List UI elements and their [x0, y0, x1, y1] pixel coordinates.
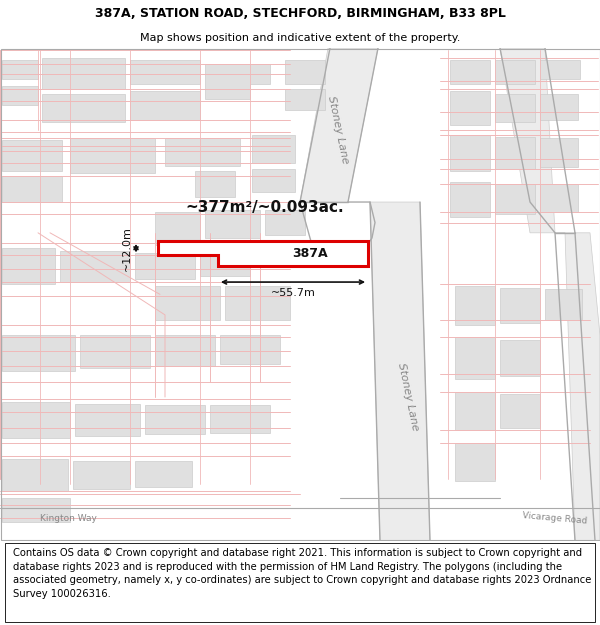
Polygon shape: [450, 181, 490, 218]
Polygon shape: [495, 184, 535, 214]
Polygon shape: [42, 94, 125, 122]
Polygon shape: [2, 402, 70, 438]
Polygon shape: [455, 286, 495, 325]
Polygon shape: [455, 443, 495, 481]
Polygon shape: [500, 394, 540, 428]
Polygon shape: [540, 138, 578, 167]
Polygon shape: [495, 138, 535, 169]
Polygon shape: [285, 89, 325, 110]
Text: Vicarage Road: Vicarage Road: [522, 511, 588, 526]
Polygon shape: [70, 138, 155, 173]
Text: 387A: 387A: [292, 247, 328, 260]
Polygon shape: [2, 61, 38, 79]
Polygon shape: [195, 171, 235, 197]
Polygon shape: [165, 138, 240, 166]
Polygon shape: [500, 339, 540, 376]
Polygon shape: [495, 61, 535, 84]
Text: ~12.0m: ~12.0m: [122, 226, 132, 271]
Polygon shape: [495, 94, 535, 122]
Polygon shape: [200, 253, 250, 276]
Text: ~377m²/~0.093ac.: ~377m²/~0.093ac.: [185, 199, 344, 214]
Polygon shape: [42, 58, 125, 89]
Polygon shape: [210, 405, 270, 433]
Polygon shape: [370, 202, 430, 541]
Polygon shape: [205, 64, 270, 99]
Polygon shape: [155, 336, 215, 366]
Polygon shape: [225, 286, 290, 320]
Polygon shape: [252, 169, 295, 192]
Polygon shape: [252, 136, 295, 163]
Polygon shape: [450, 61, 490, 84]
Polygon shape: [60, 251, 130, 282]
Polygon shape: [285, 61, 325, 84]
Polygon shape: [2, 459, 68, 491]
Text: Stoney Lane: Stoney Lane: [396, 362, 420, 432]
Polygon shape: [2, 141, 62, 171]
Polygon shape: [450, 91, 490, 125]
Polygon shape: [130, 61, 200, 84]
Polygon shape: [2, 86, 38, 104]
Polygon shape: [2, 248, 55, 284]
Polygon shape: [220, 336, 280, 364]
Text: ~55.7m: ~55.7m: [271, 288, 316, 298]
Polygon shape: [155, 213, 200, 245]
Polygon shape: [450, 136, 490, 171]
Polygon shape: [540, 61, 580, 79]
Polygon shape: [455, 338, 495, 379]
Polygon shape: [500, 288, 540, 323]
Polygon shape: [2, 336, 75, 371]
Polygon shape: [135, 253, 195, 279]
Polygon shape: [135, 461, 192, 488]
Text: Kington Way: Kington Way: [40, 514, 97, 522]
Polygon shape: [130, 91, 200, 120]
Text: 387A, STATION ROAD, STECHFORD, BIRMINGHAM, B33 8PL: 387A, STATION ROAD, STECHFORD, BIRMINGHA…: [95, 7, 505, 20]
Polygon shape: [205, 210, 260, 238]
Text: Stoney Lane: Stoney Lane: [326, 95, 350, 165]
Polygon shape: [80, 336, 150, 368]
Polygon shape: [158, 241, 368, 266]
Polygon shape: [145, 405, 205, 434]
Polygon shape: [75, 404, 140, 436]
Polygon shape: [155, 286, 220, 320]
Polygon shape: [300, 48, 378, 202]
Polygon shape: [545, 289, 582, 320]
Polygon shape: [500, 48, 600, 541]
Polygon shape: [455, 392, 495, 430]
Polygon shape: [265, 210, 305, 235]
Polygon shape: [2, 176, 62, 202]
Polygon shape: [540, 184, 578, 213]
Polygon shape: [540, 94, 578, 120]
Text: Contains OS data © Crown copyright and database right 2021. This information is : Contains OS data © Crown copyright and d…: [13, 548, 592, 599]
Polygon shape: [2, 498, 70, 522]
Polygon shape: [73, 461, 130, 489]
Text: Map shows position and indicative extent of the property.: Map shows position and indicative extent…: [140, 32, 460, 43]
